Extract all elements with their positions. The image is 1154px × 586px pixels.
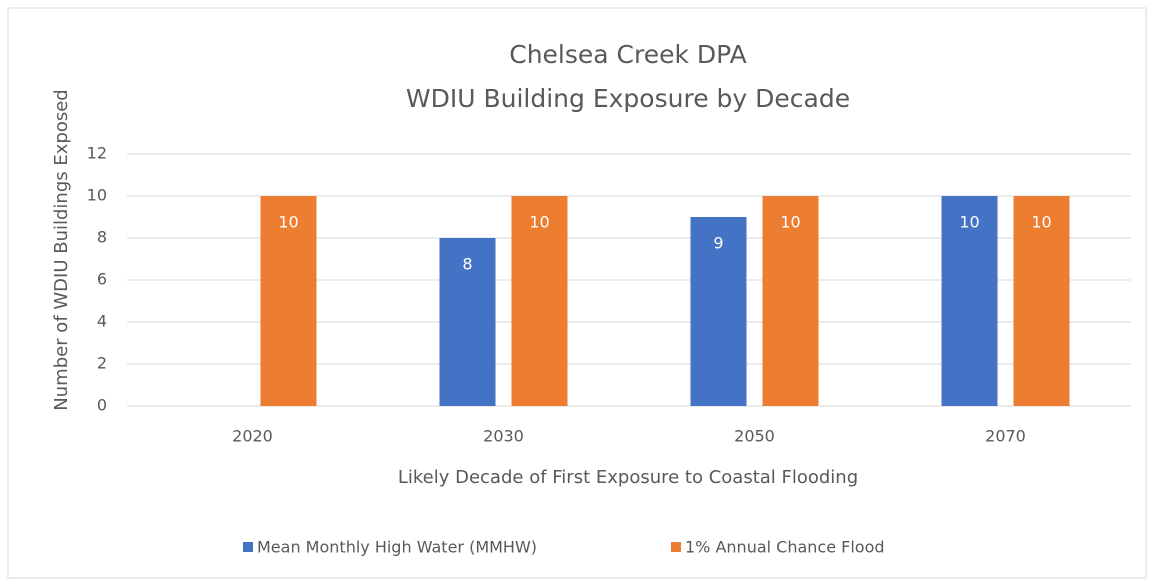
y-tick-label: 12 xyxy=(87,144,107,163)
bar xyxy=(439,238,496,406)
chart-subtitle: WDIU Building Exposure by Decade xyxy=(406,84,850,113)
data-label: 10 xyxy=(780,213,800,232)
bar xyxy=(762,196,819,406)
y-tick-label: 2 xyxy=(97,354,107,373)
bar xyxy=(690,217,747,406)
x-tick-label: 2020 xyxy=(232,427,273,446)
data-label: 10 xyxy=(278,213,298,232)
y-tick-label: 6 xyxy=(97,270,107,289)
y-tick-label: 10 xyxy=(87,186,107,205)
chart-title: Chelsea Creek DPA xyxy=(509,40,747,69)
x-tick-label: 2050 xyxy=(734,427,775,446)
x-tick-label: 2070 xyxy=(985,427,1026,446)
y-tick-label: 8 xyxy=(97,228,107,247)
x-tick-label: 2030 xyxy=(483,427,524,446)
data-label: 10 xyxy=(959,213,979,232)
data-label: 8 xyxy=(462,255,472,274)
bar xyxy=(941,196,998,406)
bar xyxy=(260,196,317,406)
y-tick-label: 4 xyxy=(97,312,107,331)
legend-swatch xyxy=(671,542,681,552)
y-axis-label: Number of WDIU Buildings Exposed xyxy=(51,89,72,410)
y-tick-label: 0 xyxy=(97,396,107,415)
data-label: 9 xyxy=(713,234,723,253)
legend-swatch xyxy=(243,542,253,552)
bar xyxy=(1013,196,1070,406)
data-label: 10 xyxy=(529,213,549,232)
legend-label: 1% Annual Chance Flood xyxy=(685,538,885,557)
data-label: 10 xyxy=(1031,213,1051,232)
legend-label: Mean Monthly High Water (MMHW) xyxy=(257,538,537,557)
bar xyxy=(511,196,568,406)
x-axis-label: Likely Decade of First Exposure to Coast… xyxy=(398,467,858,488)
